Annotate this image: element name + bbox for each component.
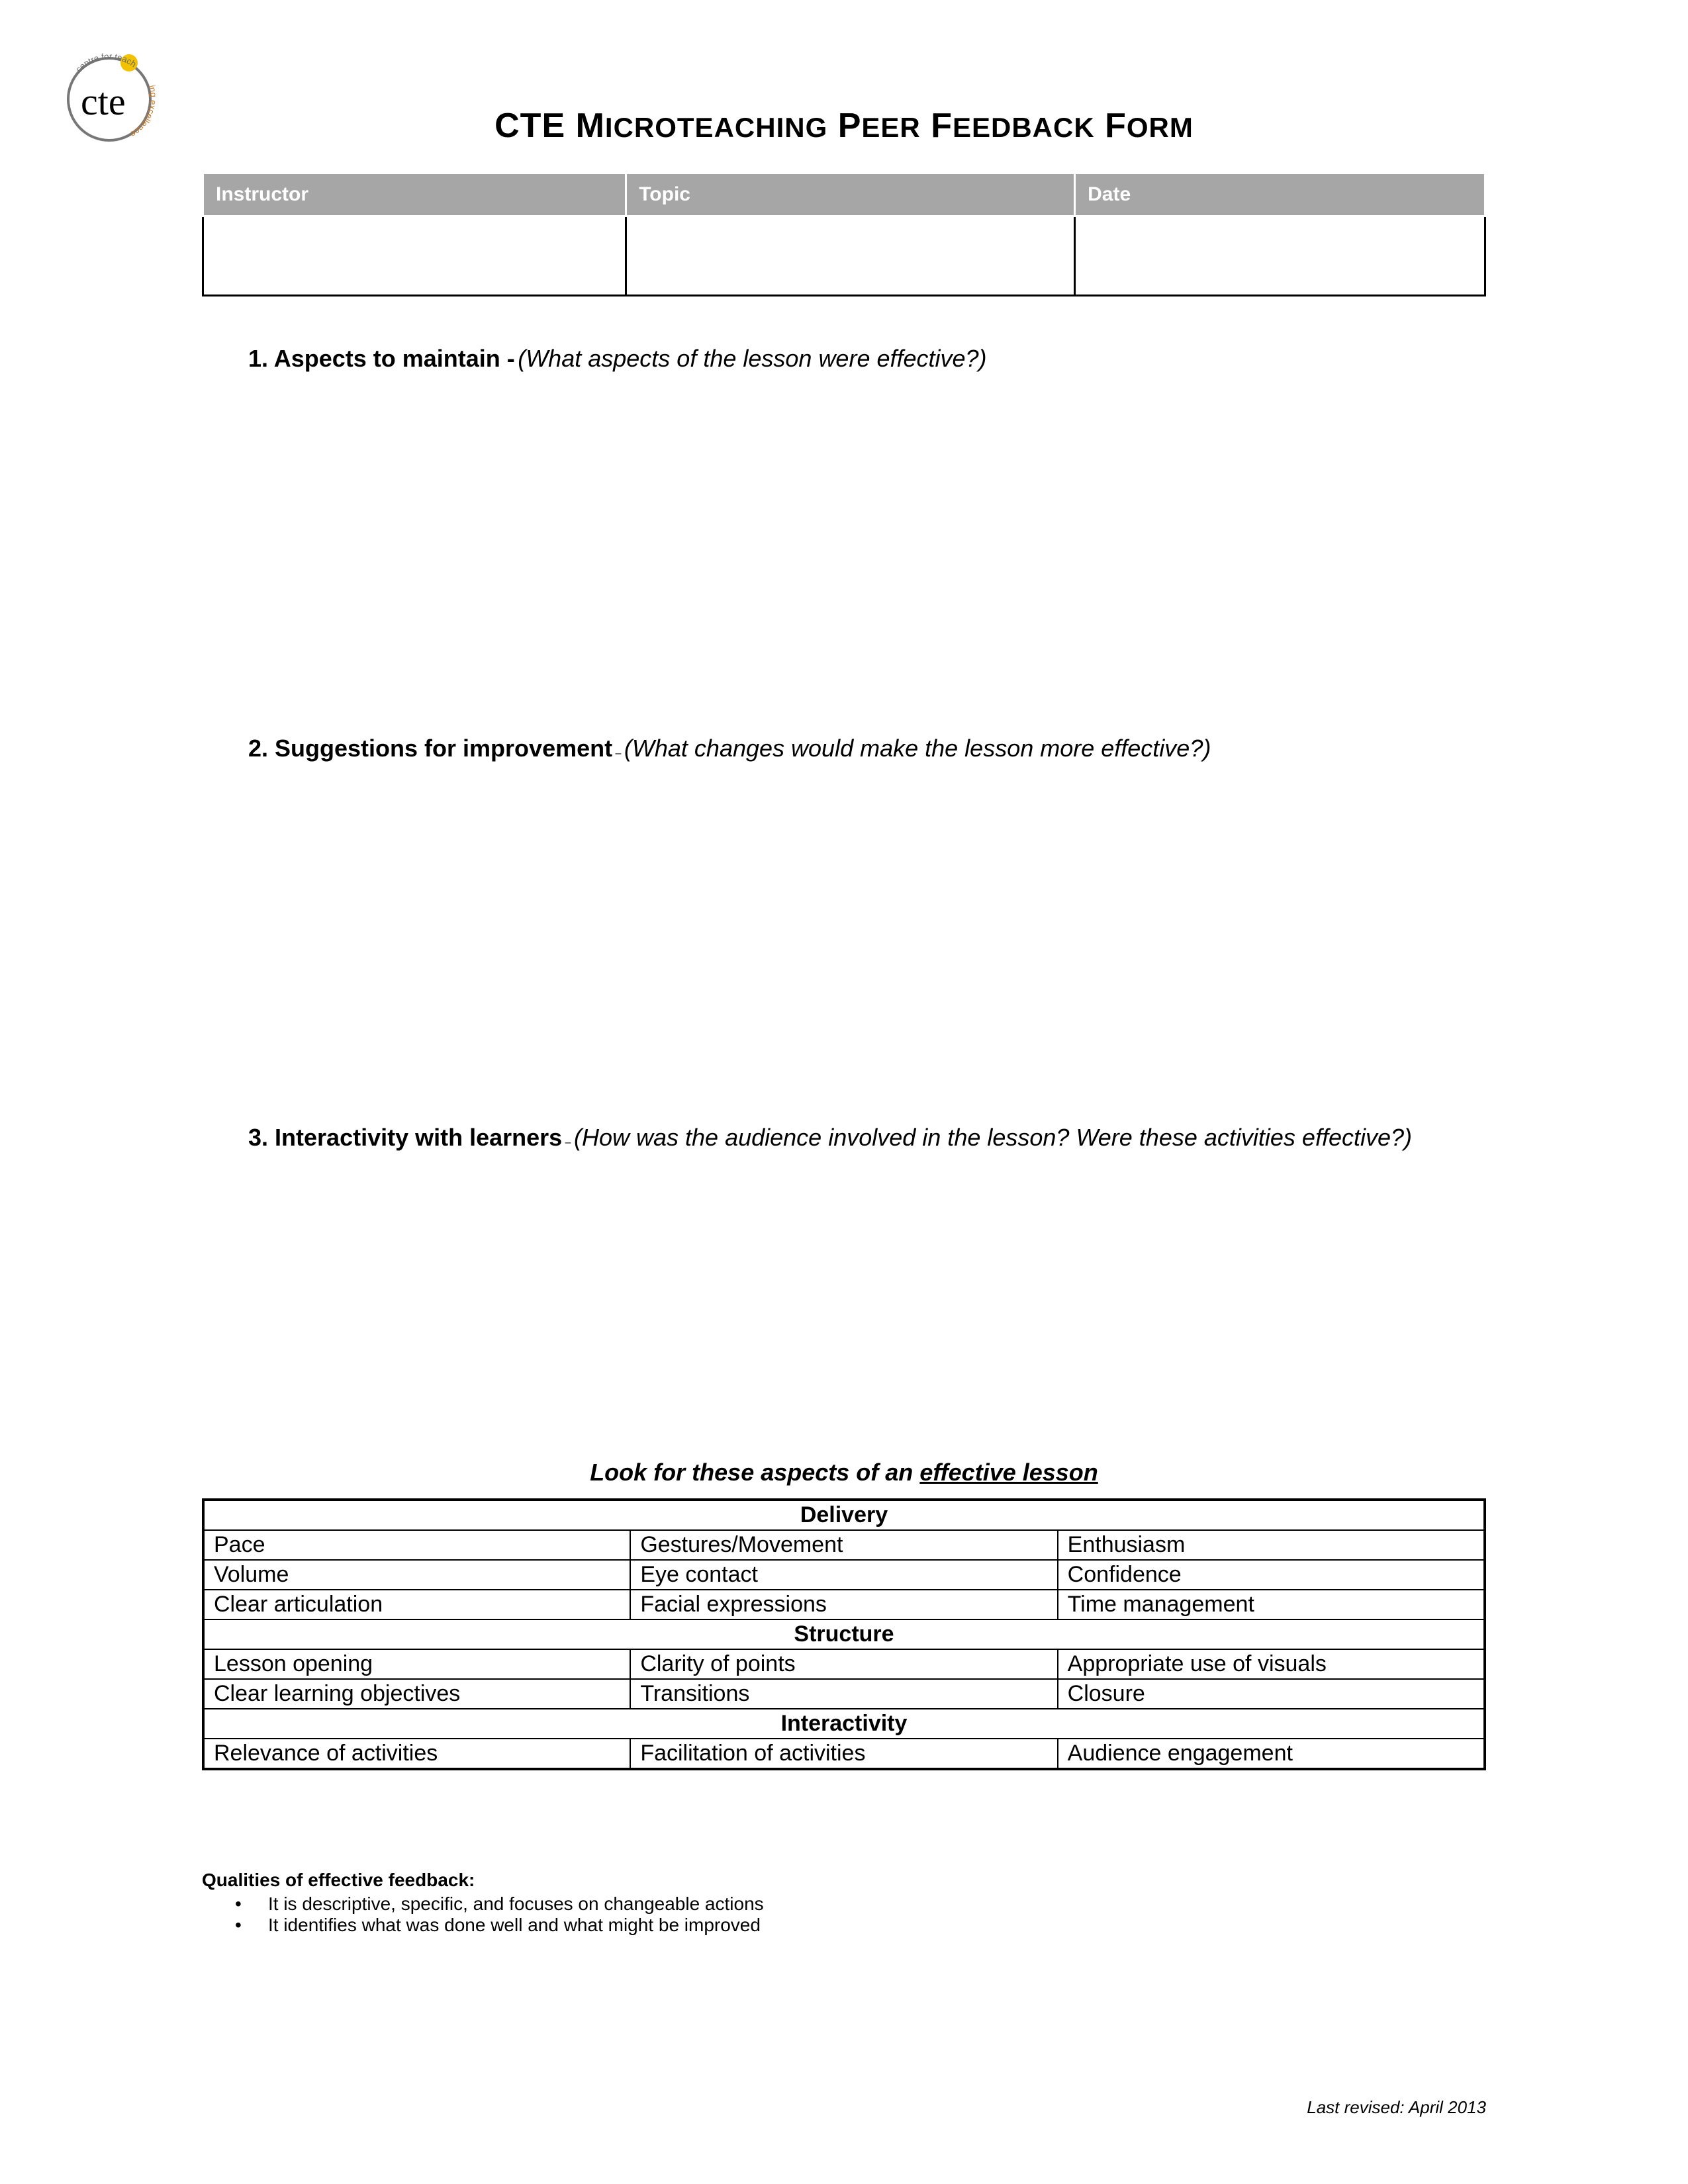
aspects-cell: Facial expressions xyxy=(630,1590,1057,1619)
question-title: Interactivity with learners xyxy=(275,1124,562,1151)
info-header-topic: Topic xyxy=(626,173,1075,216)
page-title: CTE MICROTEACHING PEER FEEDBACK FORM xyxy=(202,106,1486,146)
qualities-item: It identifies what was done well and wha… xyxy=(268,1915,1486,1936)
question-number: 3. xyxy=(248,1124,275,1151)
aspects-cell: Appropriate use of visuals xyxy=(1058,1649,1485,1679)
lookfor-prefix: Look for these aspects of an xyxy=(590,1459,919,1486)
qualities-title: Qualities of effective feedback: xyxy=(202,1870,1486,1891)
aspects-cell: Clear learning objectives xyxy=(203,1679,630,1709)
aspects-section-header: Delivery xyxy=(203,1500,1485,1530)
question-prompt: (What aspects of the lesson were effecti… xyxy=(518,345,986,372)
aspects-cell: Confidence xyxy=(1058,1560,1485,1590)
info-header-instructor: Instructor xyxy=(203,173,626,216)
aspects-cell: Clarity of points xyxy=(630,1649,1057,1679)
aspects-cell: Relevance of activities xyxy=(203,1739,630,1769)
aspects-cell: Eye contact xyxy=(630,1560,1057,1590)
aspects-cell: Facilitation of activities xyxy=(630,1739,1057,1769)
question-title: Suggestions for improvement xyxy=(275,735,612,762)
question-3: 3. Interactivity with learners – (How wa… xyxy=(202,1122,1486,1154)
aspects-cell: Gestures/Movement xyxy=(630,1530,1057,1560)
aspects-table: DeliveryPaceGestures/MovementEnthusiasm V… xyxy=(202,1498,1486,1770)
aspects-section-header: Interactivity xyxy=(203,1709,1485,1739)
aspects-cell: Time management xyxy=(1058,1590,1485,1619)
question-title: Aspects to maintain - xyxy=(274,345,515,372)
aspects-cell: Volume xyxy=(203,1560,630,1590)
question-prompt: (What changes would make the lesson more… xyxy=(624,735,1211,762)
info-cell-topic[interactable] xyxy=(626,216,1075,296)
last-revised: Last revised: April 2013 xyxy=(1307,2097,1486,2118)
aspects-cell: Closure xyxy=(1058,1679,1485,1709)
qualities-item: It is descriptive, specific, and focuses… xyxy=(268,1893,1486,1915)
aspects-cell: Enthusiasm xyxy=(1058,1530,1485,1560)
questions-section: 1. Aspects to maintain - (What aspects o… xyxy=(202,343,1486,1154)
qualities-section: Qualities of effective feedback: It is d… xyxy=(202,1870,1486,1936)
qualities-list: It is descriptive, specific, and focuses… xyxy=(202,1893,1486,1936)
info-cell-instructor[interactable] xyxy=(203,216,626,296)
info-header-date: Date xyxy=(1075,173,1485,216)
question-number: 1. xyxy=(248,345,274,372)
question-number: 2. xyxy=(248,735,275,762)
aspects-cell: Clear articulation xyxy=(203,1590,630,1619)
svg-text:cte: cte xyxy=(81,80,126,123)
cte-logo: cte centre for teach ing excellence xyxy=(53,36,165,149)
question-2: 2. Suggestions for improvement – (What c… xyxy=(202,733,1486,765)
aspects-cell: Audience engagement xyxy=(1058,1739,1485,1769)
aspects-cell: Pace xyxy=(203,1530,630,1560)
aspects-cell: Lesson opening xyxy=(203,1649,630,1679)
svg-text:ing excellence: ing excellence xyxy=(128,84,158,140)
aspects-section-header: Structure xyxy=(203,1619,1485,1649)
lookfor-heading: Look for these aspects of an effective l… xyxy=(202,1459,1486,1486)
question-1: 1. Aspects to maintain - (What aspects o… xyxy=(202,343,1486,375)
info-cell-date[interactable] xyxy=(1075,216,1485,296)
lookfor-underline: effective lesson xyxy=(919,1459,1098,1486)
question-prompt: (How was the audience involved in the le… xyxy=(574,1124,1412,1151)
aspects-cell: Transitions xyxy=(630,1679,1057,1709)
info-table: Instructor Topic Date xyxy=(202,172,1486,296)
